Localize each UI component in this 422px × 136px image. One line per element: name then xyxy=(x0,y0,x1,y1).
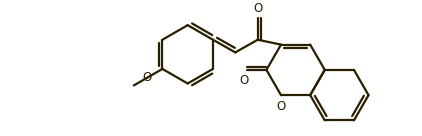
Text: O: O xyxy=(253,2,262,15)
Text: O: O xyxy=(276,100,286,112)
Text: O: O xyxy=(143,71,152,84)
Text: O: O xyxy=(239,74,249,87)
